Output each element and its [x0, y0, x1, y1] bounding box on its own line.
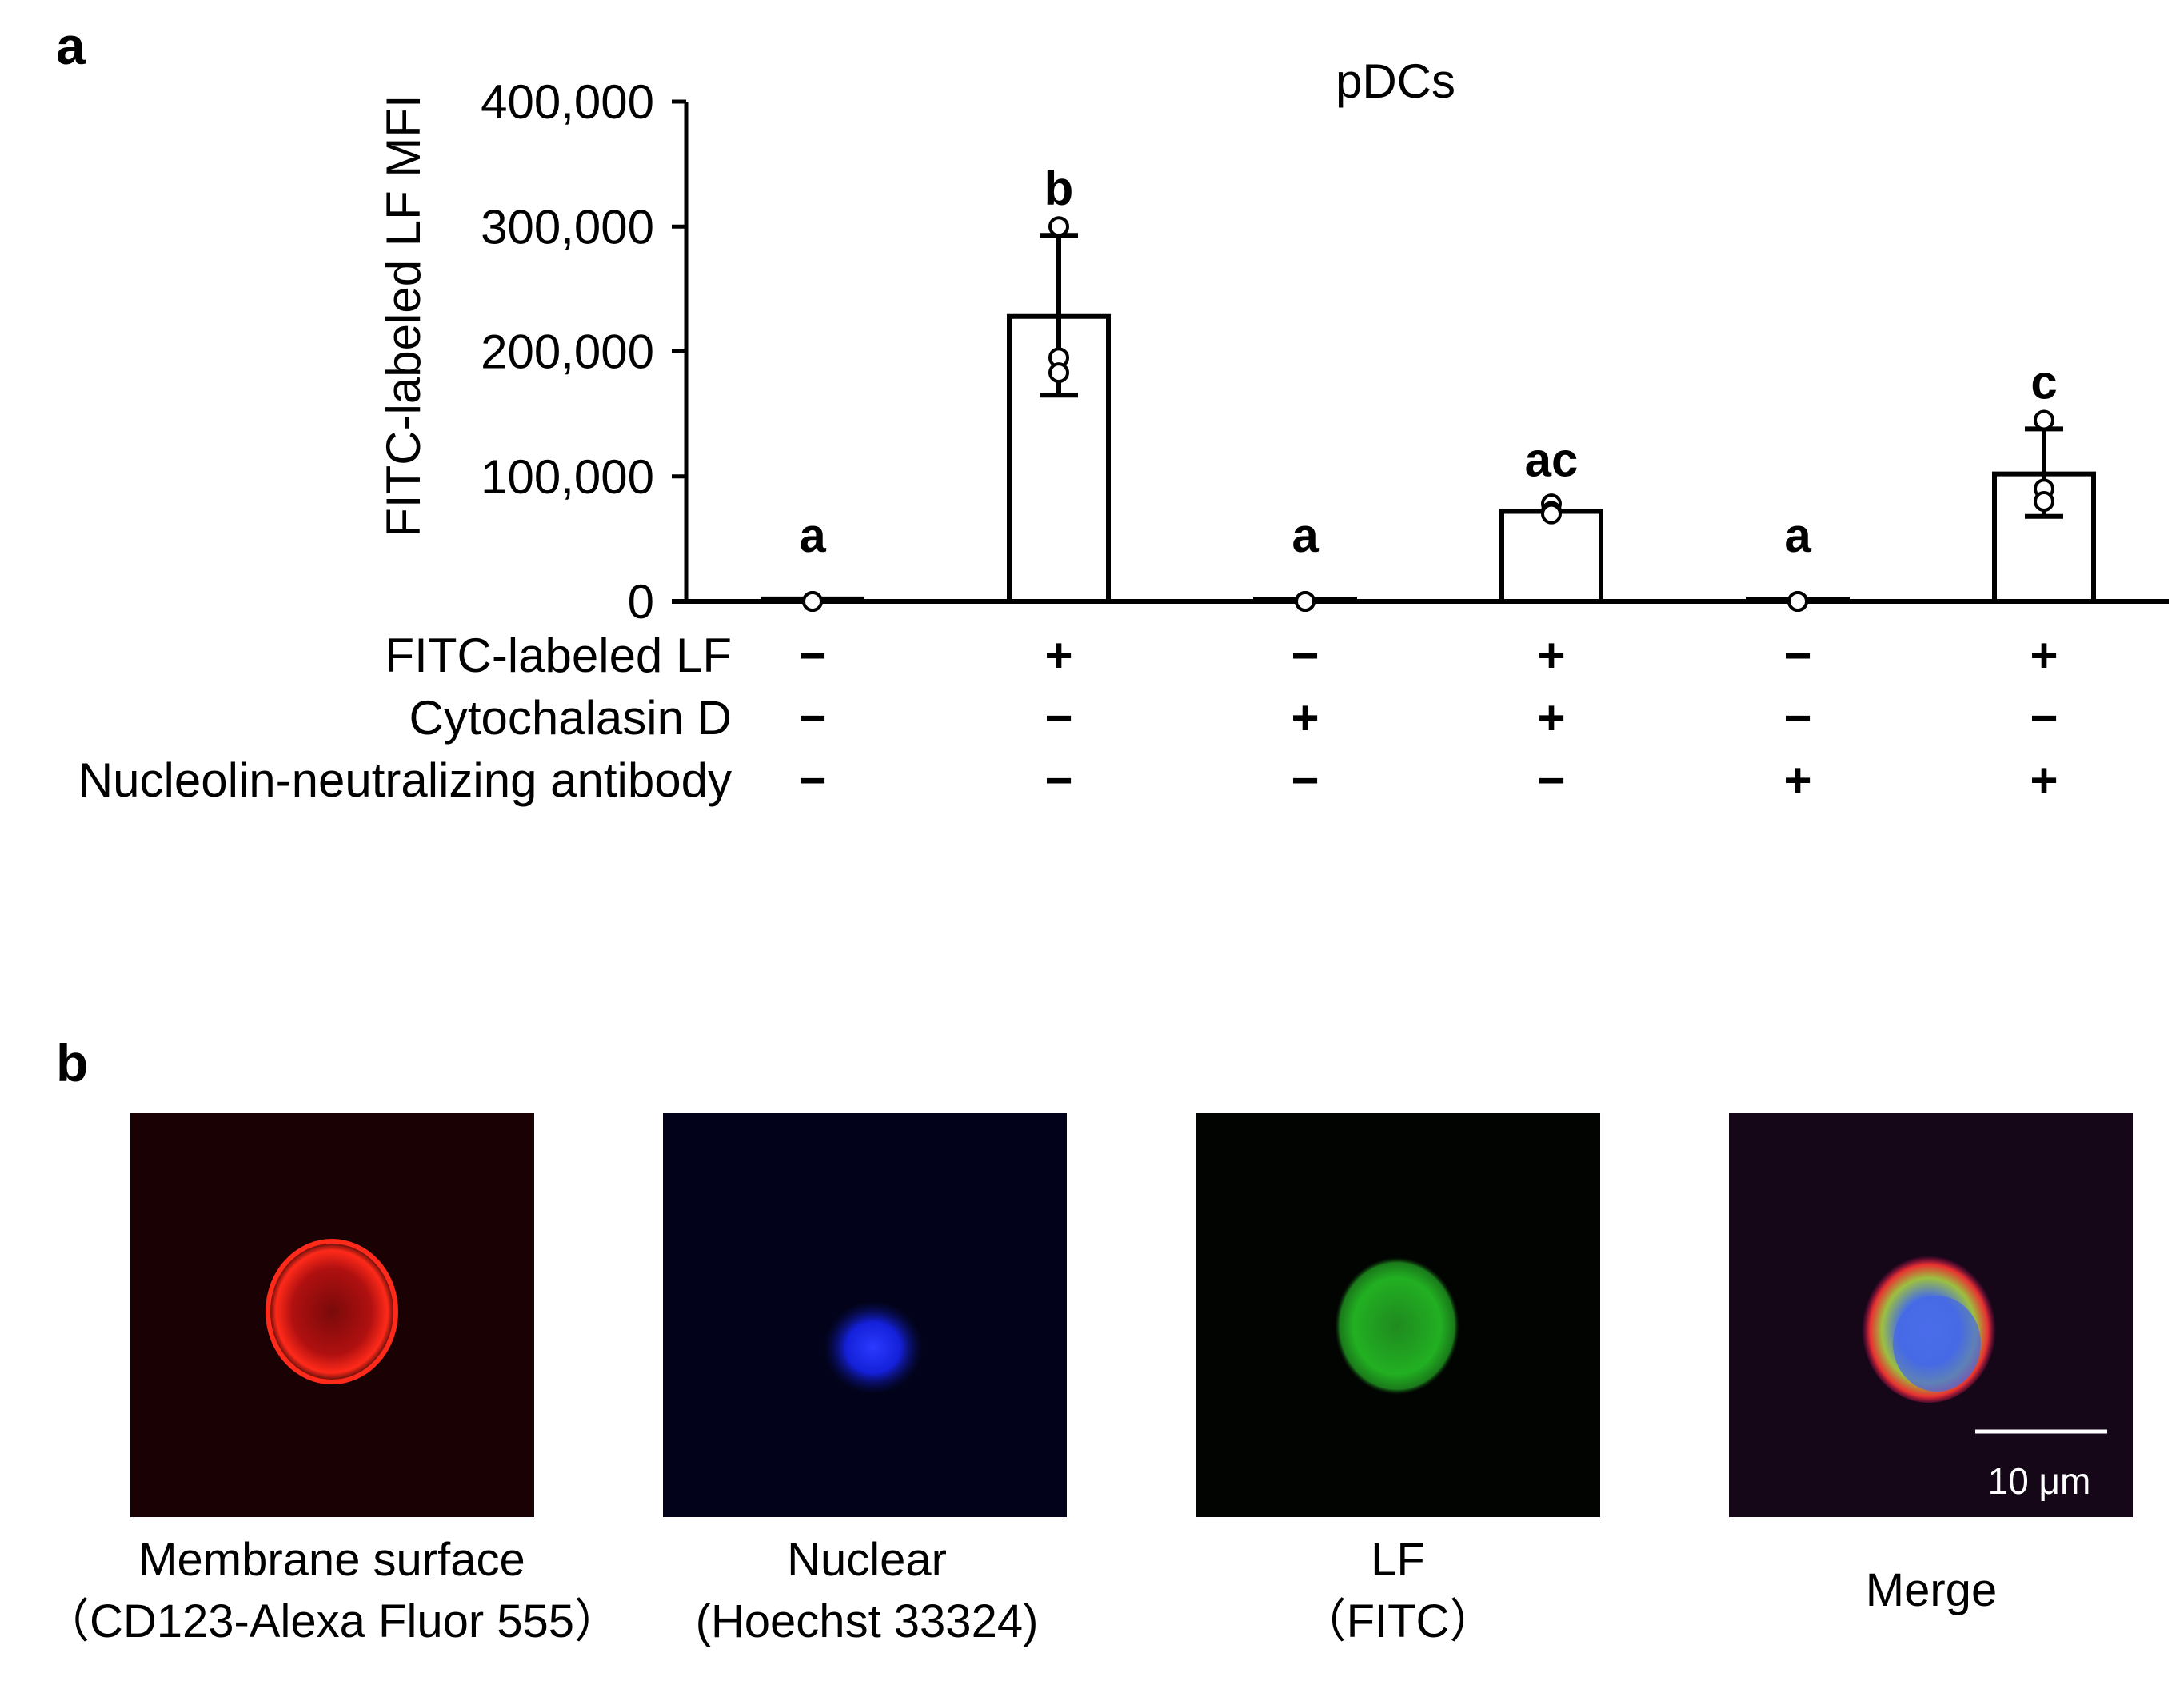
nuclear-caption-line1: Nuclear — [787, 1534, 947, 1586]
y-tick-label: 100,000 — [481, 450, 654, 504]
condition-state: − — [1783, 691, 1811, 745]
condition-state: − — [798, 753, 826, 807]
condition-state: + — [1537, 629, 1565, 682]
condition-state: − — [798, 629, 826, 682]
nuclear-caption-line2: (Hoechst 33324) — [696, 1595, 1039, 1647]
significance-label: c — [2030, 355, 2057, 409]
data-point — [2034, 491, 2054, 512]
data-point — [1295, 591, 1316, 612]
data-point — [802, 591, 823, 612]
data-points — [802, 216, 2054, 612]
panel-b-label: b — [56, 1033, 88, 1092]
condition-state: − — [1044, 691, 1072, 745]
lf-cell — [1335, 1257, 1459, 1395]
membrane-caption-line2: （CD123-Alexa Fluor 555） — [43, 1595, 621, 1647]
merge-nucleus — [1893, 1296, 1981, 1392]
data-point — [1048, 362, 1069, 384]
condition-table: FITC-labeled LF − + − + − + Cytochalasin D − − + + −… — [78, 629, 2058, 807]
condition-label: FITC-labeled LF — [385, 629, 732, 682]
lf-caption-line2: （FITC） — [1300, 1595, 1496, 1647]
y-tick-label: 200,000 — [481, 325, 654, 379]
significance-label: ac — [1525, 433, 1579, 486]
condition-state: + — [2030, 629, 2058, 682]
condition-state: + — [2030, 753, 2058, 807]
condition-state: − — [798, 691, 826, 745]
scale-bar-label: 10 μm — [1988, 1460, 2091, 1502]
data-point — [2034, 409, 2054, 431]
membrane-image — [130, 1113, 534, 1517]
condition-state: − — [1044, 753, 1072, 807]
membrane-outline — [266, 1239, 398, 1384]
merge-caption-line1: Merge — [1866, 1564, 1997, 1616]
data-point — [1787, 591, 1808, 612]
y-axis-label: FITC-labeled LF MFI — [377, 94, 430, 537]
bar — [1499, 509, 1603, 604]
condition-state: − — [1291, 753, 1319, 807]
y-tick-label: 300,000 — [481, 200, 654, 254]
data-point — [1541, 503, 1562, 525]
lf-caption-line1: LF — [1371, 1534, 1425, 1586]
panel-a-label: a — [56, 16, 86, 75]
merge-image: 10 μm — [1729, 1113, 2133, 1517]
chart-title: pDCs — [1336, 54, 1455, 108]
significance-label: a — [1784, 509, 1811, 562]
lf-image — [1196, 1113, 1600, 1517]
condition-label: Nucleolin-neutralizing antibody — [78, 753, 732, 807]
membrane-cell — [266, 1240, 397, 1384]
bars — [761, 313, 2096, 604]
significance-label: b — [1044, 162, 1074, 215]
significance-label: a — [799, 509, 826, 562]
condition-state: − — [2030, 691, 2058, 745]
y-axis: 0 100,000 200,000 300,000 400,000 — [481, 75, 689, 629]
data-point — [1048, 216, 1069, 238]
y-tick-label: 400,000 — [481, 75, 654, 129]
condition-state: − — [1537, 753, 1565, 807]
condition-state: + — [1537, 691, 1565, 745]
condition-state: + — [1044, 629, 1072, 682]
condition-state: + — [1783, 753, 1811, 807]
condition-state: − — [1291, 629, 1319, 682]
condition-state: + — [1291, 691, 1319, 745]
y-tick-label: 0 — [628, 575, 654, 629]
membrane-caption-line1: Membrane surface — [138, 1534, 525, 1586]
nuclear-image — [663, 1113, 1067, 1517]
nuclear-cell — [824, 1301, 923, 1394]
significance-label: a — [1292, 509, 1319, 562]
condition-state: − — [1783, 629, 1811, 682]
condition-label: Cytochalasin D — [409, 691, 732, 745]
